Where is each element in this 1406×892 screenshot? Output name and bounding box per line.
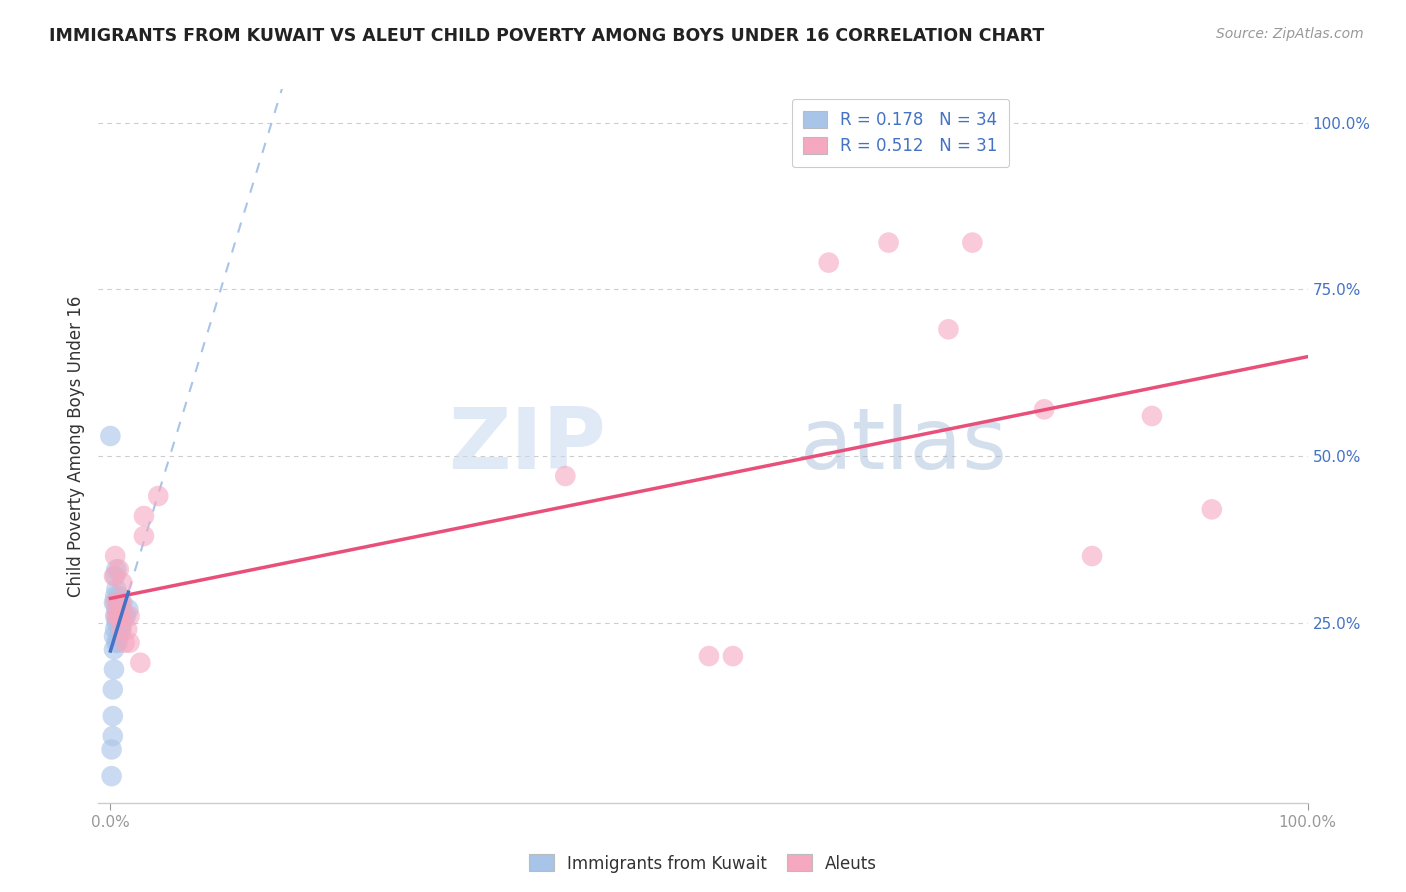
Point [104,596,127,610]
Point [100,769,122,783]
Text: IMMIGRANTS FROM KUWAIT VS ALEUT CHILD POVERTY AMONG BOYS UNDER 16 CORRELATION CH: IMMIGRANTS FROM KUWAIT VS ALEUT CHILD PO… [49,27,1045,45]
Point [104,623,127,637]
Point [107,609,129,624]
Point [817,255,839,269]
Legend: R = 0.178   N = 34, R = 0.512   N = 31: R = 0.178 N = 34, R = 0.512 N = 31 [792,99,1010,167]
Point [115,609,138,624]
Point [129,656,152,670]
Point [105,615,128,630]
Point [132,529,155,543]
Point [132,509,155,524]
Point [117,602,139,616]
Point [111,609,134,624]
Point [105,636,128,650]
Point [107,596,129,610]
Point [111,615,134,630]
Point [877,235,900,250]
Point [114,636,136,650]
Y-axis label: Child Poverty Among Boys Under 16: Child Poverty Among Boys Under 16 [66,295,84,597]
Point [107,636,129,650]
Point [962,235,984,250]
Point [104,569,127,583]
Point [938,322,960,336]
Point [104,589,127,603]
Point [103,662,125,676]
Point [110,596,132,610]
Point [107,589,129,603]
Point [104,549,127,563]
Point [697,649,720,664]
Point [148,489,170,503]
Point [105,602,128,616]
Point [103,596,125,610]
Point [107,615,129,630]
Point [1081,549,1104,563]
Point [107,609,129,624]
Point [111,596,134,610]
Point [105,582,128,597]
Point [101,729,124,743]
Point [110,602,132,616]
Point [104,609,127,624]
Point [105,562,128,576]
Point [105,609,128,624]
Point [107,562,129,576]
Point [108,602,131,616]
Point [103,642,125,657]
Point [118,636,141,650]
Point [103,629,125,643]
Point [100,429,122,443]
Text: Source: ZipAtlas.com: Source: ZipAtlas.com [1216,27,1364,41]
Point [721,649,744,664]
Point [114,609,136,624]
Point [110,623,132,637]
Point [108,623,131,637]
Point [115,623,138,637]
Point [1033,402,1056,417]
Text: ZIP: ZIP [449,404,606,488]
Point [100,742,122,756]
Point [107,629,129,643]
Legend: Immigrants from Kuwait, Aleuts: Immigrants from Kuwait, Aleuts [522,847,884,880]
Point [118,609,141,624]
Point [554,469,576,483]
Point [1201,502,1223,516]
Text: atlas: atlas [800,404,1008,488]
Point [1140,409,1163,423]
Point [108,609,131,624]
Point [101,682,124,697]
Point [101,709,124,723]
Point [111,575,134,590]
Point [110,623,132,637]
Point [103,569,125,583]
Point [107,596,129,610]
